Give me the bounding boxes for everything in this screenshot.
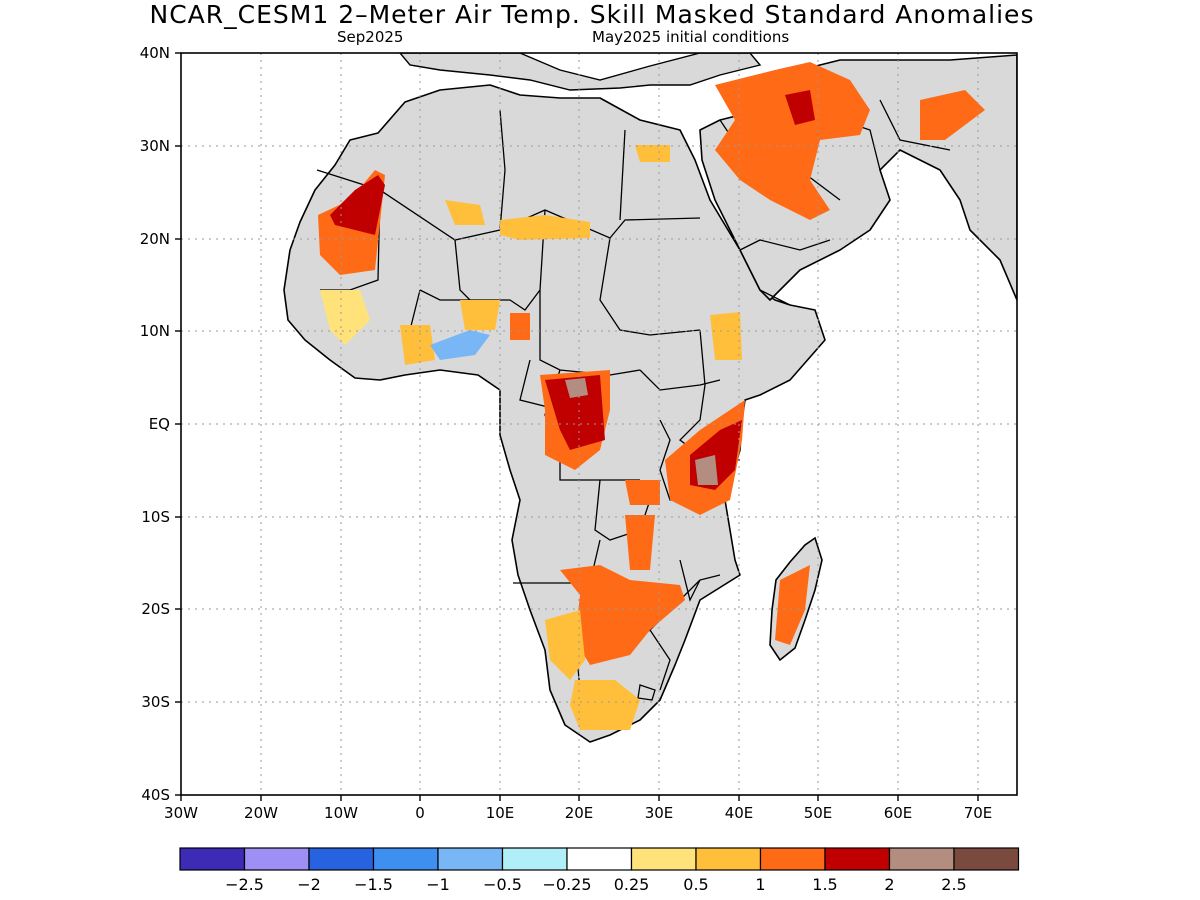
colorbar-label: 0.25 — [614, 875, 650, 894]
lon-tick-label: 20E — [565, 804, 594, 822]
colorbar-swatch — [437, 847, 504, 871]
anomaly-zambia — [625, 515, 655, 570]
anomaly-patches — [318, 62, 985, 730]
colorbar-swatch — [888, 847, 955, 871]
lon-tick-label: 70E — [964, 804, 993, 822]
anomaly-nigeria-warm — [460, 300, 500, 330]
europe-landmass — [399, 53, 762, 91]
colorbar-labels: −2.5 −2 −1.5 −1 −0.5 −0.25 0.25 0.5 1 1.5 2 2.5 — [225, 875, 967, 894]
lat-tick-label: 40S — [141, 786, 170, 804]
lon-tick-label: 40E — [725, 804, 754, 822]
colorbar-label: 1.5 — [812, 875, 837, 894]
anomaly-sahara-west-core — [330, 175, 385, 235]
colorbar-swatch — [308, 847, 375, 871]
anomaly-ghana — [400, 325, 435, 365]
colorbar-label: 1 — [755, 875, 765, 894]
anomaly-middle-east-core — [785, 90, 815, 125]
colorbar-label: 2 — [884, 875, 894, 894]
anomaly-southern-africa — [560, 565, 685, 665]
lat-tick-label: 10N — [140, 322, 170, 340]
colorbar-label: 2.5 — [941, 875, 966, 894]
lon-tick-label: 0 — [415, 804, 425, 822]
colorbar-swatch — [243, 847, 310, 871]
anomaly-madagascar — [775, 565, 810, 645]
lon-tick-label: 60E — [884, 804, 913, 822]
anomaly-tanzania — [625, 480, 660, 505]
anomaly-central-africa-core — [545, 375, 605, 450]
colorbar-swatch — [759, 847, 826, 871]
map-title: NCAR_CESM1 2–Meter Air Temp. Skill Maske… — [149, 0, 1035, 29]
gridlines — [181, 53, 1017, 795]
anomaly-ethiopia — [710, 312, 742, 360]
latitude-labels: 40N 30N 20N 10N EQ 10S 20S 30S 40S — [140, 44, 170, 804]
lon-tick-label: 30E — [645, 804, 674, 822]
anomaly-nigeria-cold — [430, 330, 490, 360]
lat-tick-label: EQ — [149, 415, 170, 433]
anomaly-egypt — [635, 145, 670, 162]
anomaly-east-africa-peak — [695, 455, 718, 485]
lat-tick-label: 30N — [140, 137, 170, 155]
lon-tick-label: 30W — [164, 804, 198, 822]
lon-tick-label: 50E — [804, 804, 833, 822]
colorbar-label: −1 — [426, 875, 450, 894]
lat-tick-label: 30S — [141, 693, 170, 711]
colorbar-label: −0.25 — [542, 875, 591, 894]
anomaly-iran — [920, 90, 985, 140]
colorbar-label: −2.5 — [225, 875, 264, 894]
colorbar-swatch — [179, 847, 246, 871]
lon-tick-label: 10E — [486, 804, 515, 822]
colorbar — [179, 847, 1020, 871]
anomaly-libya — [445, 200, 485, 225]
colorbar-label: −2 — [297, 875, 321, 894]
colorbar-swatch — [953, 847, 1020, 871]
colorbar-swatch — [501, 847, 568, 871]
lat-tick-label: 10S — [141, 508, 170, 526]
anomaly-cameroon — [510, 313, 530, 340]
colorbar-swatch — [824, 847, 891, 871]
colorbar-label: −0.5 — [483, 875, 522, 894]
lon-tick-label: 10W — [324, 804, 358, 822]
anomaly-chad — [500, 215, 590, 240]
initial-conditions-label: May2025 initial conditions — [592, 28, 790, 46]
colorbar-swatch — [372, 847, 439, 871]
lon-tick-label: 20W — [244, 804, 278, 822]
lat-tick-label: 20S — [141, 600, 170, 618]
colorbar-label: −1.5 — [354, 875, 393, 894]
anomaly-middle-east — [715, 62, 870, 220]
colorbar-label: 0.5 — [683, 875, 708, 894]
anomaly-central-africa-peak — [565, 378, 588, 398]
lat-tick-label: 20N — [140, 230, 170, 248]
anomaly-south-africa — [570, 680, 640, 730]
lat-tick-label: 40N — [140, 44, 170, 62]
colorbar-swatch — [630, 847, 697, 871]
longitude-labels: 30W 20W 10W 0 10E 20E 30E 40E 50E 60E 70… — [164, 804, 992, 822]
colorbar-swatch — [566, 847, 633, 871]
anomaly-southern-africa-edge — [545, 610, 585, 680]
tick-marks — [175, 52, 979, 801]
colorbar-swatch — [695, 847, 762, 871]
target-month: Sep2025 — [337, 28, 404, 46]
